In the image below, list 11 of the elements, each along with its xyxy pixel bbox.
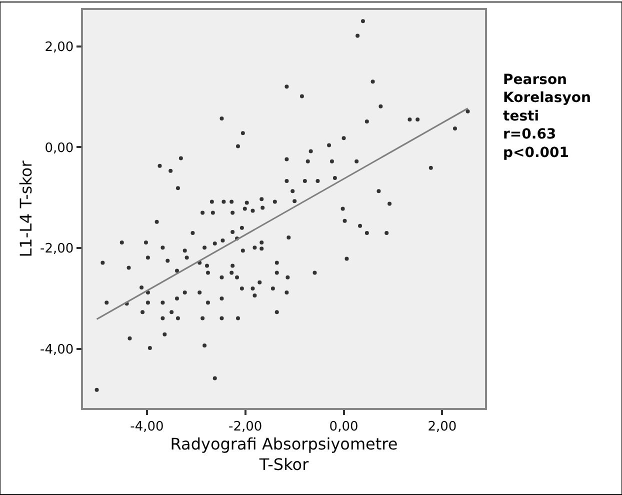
x-tick-label: -2,00 — [228, 419, 262, 434]
y-tick-label: -4,00 — [40, 342, 74, 358]
text: Pearson Korelasyon testi r=0.63 p<0.001 — [503, 72, 591, 161]
y-axis-title: L1-L4 T-skor — [16, 160, 36, 258]
y-tick-label: -2,00 — [40, 242, 74, 257]
x-tick-label: -4,00 — [130, 419, 164, 434]
x-tick-label: 2,00 — [428, 419, 457, 434]
y-tick-label: 2,00 — [44, 40, 74, 55]
x-tick-label: 0,00 — [329, 419, 358, 434]
y-tick-label: 0,00 — [44, 140, 74, 156]
x-axis-title: Radyografi Absorpsiyometre T-Skor — [170, 434, 398, 474]
